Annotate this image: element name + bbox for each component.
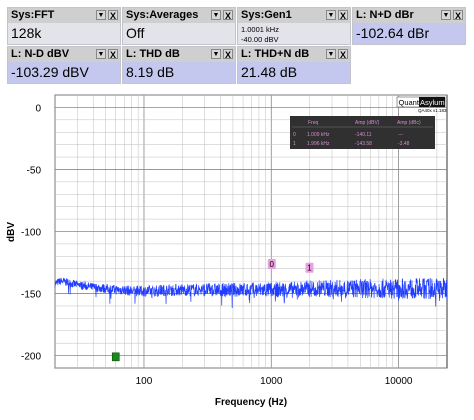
tile-title: Sys:Gen1: [238, 8, 350, 23]
tile-menu-icon[interactable]: ▼: [96, 49, 106, 59]
peak-row-amp-dbc: ---: [398, 132, 403, 138]
y-tick-label: -150: [21, 290, 41, 301]
tile-menu-icon[interactable]: ▼: [326, 10, 336, 20]
peak-row-index: 1: [293, 141, 296, 147]
harmonic-marker-1-label: 1: [307, 264, 312, 273]
tile-menu-icon[interactable]: ▼: [211, 10, 221, 20]
tile-title: L: N+D dBr: [353, 8, 465, 23]
peak-row-freq: 1.009 kHz: [307, 132, 330, 138]
tile-close-icon[interactable]: X: [338, 49, 348, 60]
x-axis-ticks: 100 1000 10000: [136, 376, 413, 387]
tile-close-icon[interactable]: X: [108, 49, 118, 60]
y-tick-label: 0: [35, 103, 41, 114]
tile-menu-icon[interactable]: ▼: [211, 49, 221, 59]
tile-value: 128k: [11, 25, 42, 41]
tile-value-level: -40.00 dBV: [241, 35, 279, 44]
harmonic-marker-0-box: [267, 259, 276, 270]
tile-value: Off: [126, 25, 145, 41]
tile-sys-averages[interactable]: Sys:Averages ▼ X Off: [122, 7, 236, 45]
tile-close-icon[interactable]: X: [108, 10, 118, 21]
tile-l-nd-dbr[interactable]: L: N+D dBr ▼ X -102.64 dBr: [352, 7, 466, 45]
spectrum-plot-area[interactable]: 0 -50 -100 -150 -200 100 1000 10000 Quant Asyl…: [0, 88, 474, 415]
tile-title: L: THD dB: [123, 47, 235, 62]
series-0-line: [54, 277, 448, 308]
tile-title: L: N-D dBV: [8, 47, 120, 62]
peak-table-header-amp-dbv: Amp (dBV): [355, 120, 380, 126]
peak-row-amp-dbv: -140.11: [355, 132, 372, 138]
peak-row-freq: 1.996 kHz: [307, 141, 330, 147]
harmonic-marker-1-box: [305, 262, 314, 273]
x-axis-label: Frequency (Hz): [215, 397, 287, 408]
harmonic-marker-0[interactable]: 0: [267, 259, 276, 270]
tile-sys-gen1[interactable]: Sys:Gen1 ▼ X 1.0001 kHz -40.00 dBV: [237, 7, 351, 45]
harmonic-marker-0-label: 0: [270, 260, 275, 269]
tile-l-thd-db[interactable]: L: THD dB ▼ X 8.19 dB: [122, 46, 236, 84]
tile-l-nd-dbv[interactable]: L: N-D dBV ▼ X -103.29 dBV: [7, 46, 121, 84]
y-tick-label: -100: [21, 228, 41, 239]
peak-row-amp-dbv: -143.58: [355, 141, 372, 147]
tile-value-frequency: 1.0001 kHz: [241, 25, 279, 34]
peak-row-index: 0: [293, 132, 296, 138]
tile-menu-icon[interactable]: ▼: [441, 10, 451, 20]
tile-close-icon[interactable]: X: [338, 10, 348, 21]
tile-sys-fft[interactable]: Sys:FFT ▼ X 128k: [7, 7, 121, 45]
tile-close-icon[interactable]: X: [223, 49, 233, 60]
tile-l-thd-n-db[interactable]: L: THD+N dB ▼ X 21.48 dB: [237, 46, 351, 84]
logo-part2: Asylum: [420, 98, 445, 107]
tile-title: Sys:FFT: [8, 8, 120, 23]
spectrum-chart[interactable]: 0-50-100-150-200 100 1000 10000 Quant Asyl…: [0, 88, 474, 415]
tile-title: Sys:Averages: [123, 8, 235, 23]
tile-close-icon[interactable]: X: [453, 10, 463, 21]
y-axis-ticks: 0 -50 -100 -150 -200: [21, 103, 41, 362]
x-tick-label: 1000: [260, 376, 283, 387]
tile-close-icon[interactable]: X: [223, 10, 233, 21]
tile-value: 21.48 dB: [241, 64, 298, 80]
peak-table-header-freq: Freq: [308, 120, 319, 126]
logo-version: QA40x v1.183: [418, 108, 447, 113]
tile-value: -103.29 dBV: [11, 64, 89, 80]
peak-row-amp-dbc: -3.48: [398, 141, 410, 147]
tile-menu-icon[interactable]: ▼: [326, 49, 336, 59]
y-tick-label: -200: [21, 352, 41, 363]
tile-menu-icon[interactable]: ▼: [96, 10, 106, 20]
peak-table-header-amp-dbc: Amp (dBc): [397, 120, 421, 126]
tile-value: -102.64 dBr: [356, 25, 430, 41]
harmonic-marker-1[interactable]: 1: [305, 262, 314, 273]
x-tick-label: 10000: [385, 376, 413, 387]
y-axis-label: dBV: [6, 222, 17, 242]
logo-part1: Quant: [399, 98, 420, 107]
peak-table: Freq Amp (dBV) Amp (dBc) 0 1.009 kHz -14…: [290, 116, 435, 149]
quantasylum-logo: Quant Asylum QA40x v1.183: [396, 96, 447, 113]
green-cursor-marker[interactable]: [111, 352, 120, 362]
x-tick-label: 100: [136, 376, 153, 387]
y-tick-label: -50: [27, 165, 42, 176]
tile-title: L: THD+N dB: [238, 47, 350, 62]
tile-value: 8.19 dB: [126, 64, 175, 80]
